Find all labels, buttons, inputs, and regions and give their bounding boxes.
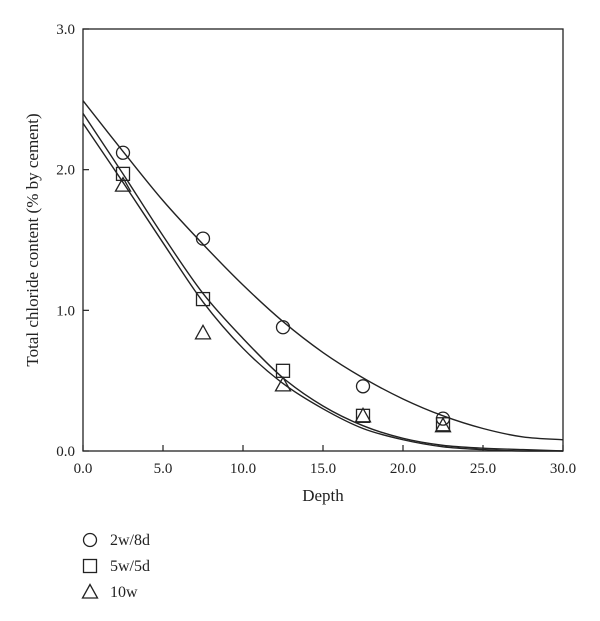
x-tick-label: 5.0 [154,461,173,477]
data-point-10w [114,176,132,192]
data-point-2w-8d [195,231,211,246]
fit-line-2w-8d [82,100,564,441]
x-tick-label: 25.0 [470,461,496,477]
data-point-10w [434,416,452,433]
data-point-10w [274,376,292,392]
x-axis-title: Depth [302,486,344,505]
legend-marker-5w-5d [82,558,98,574]
data-point-5w-5d [195,291,211,307]
data-point-5w-5d [115,166,131,182]
legend: 2w/8d 5w/5d 10w [81,532,150,601]
x-tick-label: 30.0 [550,461,576,477]
fit-curves [82,100,564,452]
x-tick-label: 0.0 [74,461,93,477]
data-points [114,145,452,433]
data-point-10w [194,324,212,340]
y-tick-label: 2.0 [56,163,75,179]
legend-label-5w-5d: 5w/5d [110,558,150,575]
legend-label-10w: 10w [110,584,138,601]
plot-border [82,28,564,452]
axis-ticks: 0.0 5.0 10.0 15.0 20.0 25.0 30.0 0.0 1.0 2.0 3.0 [56,22,576,477]
data-point-10w [354,406,372,423]
data-point-5w-5d [275,363,291,378]
plot-frame [82,28,564,452]
data-point-5w-5d [435,417,451,432]
legend-marker-10w [81,583,99,599]
fit-line-10w [82,122,564,452]
y-tick-label: 3.0 [56,22,75,38]
fit-line-5w-5d [82,113,564,452]
data-point-2w-8d [275,320,291,335]
x-tick-label: 15.0 [310,461,336,477]
y-tick-label: 0.0 [56,444,75,460]
data-point-2w-8d [115,145,131,160]
y-axis-title: Total chloride content (% by cement) [23,113,42,366]
y-tick-label: 1.0 [56,303,75,319]
legend-marker-2w-8d [82,532,98,548]
data-point-2w-8d [355,379,371,394]
legend-label-2w-8d: 2w/8d [110,532,150,549]
x-tick-label: 20.0 [390,461,416,477]
x-tick-label: 10.0 [230,461,256,477]
